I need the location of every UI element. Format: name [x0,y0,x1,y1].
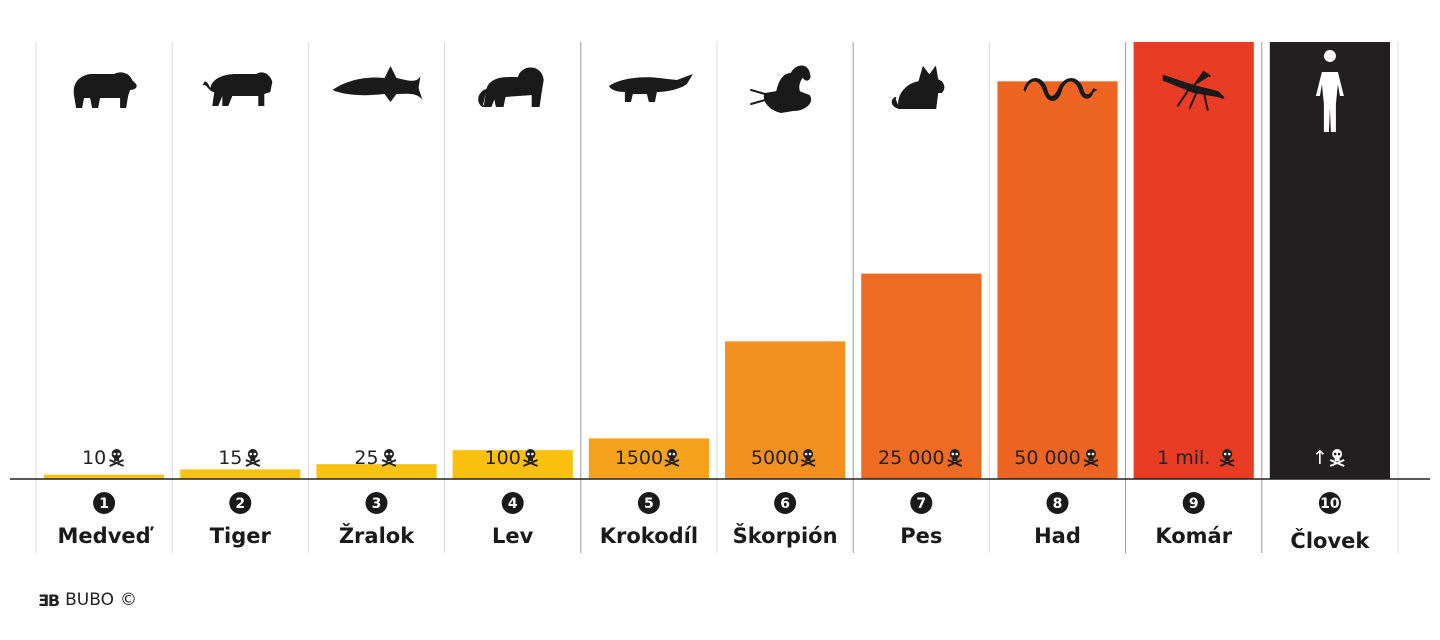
lion-icon [478,67,544,107]
rank-badge: 7 [910,492,933,514]
skull-crossbones-icon [1219,449,1235,467]
gridlines [35,42,1399,553]
rank-badge: 5 [637,492,660,514]
brand-name: BUBO [65,590,114,610]
bar [1269,42,1390,479]
value-label: 25 [354,447,378,469]
skull-crossbones-icon [523,449,538,467]
tiger-icon [202,72,273,107]
skull-crossbones-icon [381,449,397,467]
value-label: 1500 [615,447,663,469]
rank-number: 6 [780,496,790,512]
value-label: ↑ [1312,447,1328,469]
category-label: Had [1034,524,1081,548]
skull-crossbones-icon [1083,449,1099,467]
copyright-symbol: © [119,590,137,610]
category-label: Pes [900,524,942,548]
crocodile-icon [608,74,693,102]
category-label: Lev [492,524,534,548]
bar [44,474,165,479]
skull-crossbones-icon [245,449,261,467]
category-label: Krokodíl [600,524,698,548]
category-label: Žralok [339,523,415,548]
rank-badge: 1 [93,492,116,514]
bars [44,42,1390,479]
bar [1133,42,1254,479]
category-labels: Medveď Tiger Žralok Lev Krokodíl Škorpión Pes H… [58,523,1371,553]
rank-number: 1 [99,496,109,512]
rank-badge: 9 [1182,492,1205,514]
skull-crossbones-icon [664,449,680,467]
category-label: Medveď [58,524,155,548]
rank-number: 5 [644,496,654,512]
rank-number: 2 [235,496,245,512]
rank-badge: 10 [1318,492,1341,514]
rank-badges: 1 2 3 4 5 6 7 8 9 10 [93,492,1341,514]
brand-footer: ƎB BUBO © [38,590,137,610]
bar [180,469,301,479]
category-label: Tiger [210,524,272,548]
mosquito-icon [1162,70,1225,111]
scorpion-icon [750,65,812,114]
value-label: 25 000 [878,447,944,469]
skull-crossbones-icon [1329,449,1345,467]
rank-badge: 2 [229,492,252,514]
bubo-logo-icon: ƎB [38,590,60,610]
bear-icon [73,72,137,108]
category-label: Škorpión [733,523,838,548]
value-label: 5000 [751,447,799,469]
rank-number: 4 [508,496,518,512]
value-labels: 10 15 25 100 1500 5000 25 000 50 000 1 mil. ↑ [82,447,1345,469]
rank-number: 8 [1053,496,1063,512]
bar [316,464,437,479]
shark-icon [332,66,423,102]
value-label: 1 mil. [1157,447,1210,469]
value-label: 100 [485,447,521,469]
rank-badge: 4 [501,492,524,514]
value-label: 10 [82,447,106,469]
category-label: Komár [1155,524,1232,548]
rank-number: 10 [1320,496,1340,512]
value-label: 15 [218,447,242,469]
bar [725,341,846,479]
rank-number: 9 [1189,496,1199,512]
value-label: 50 000 [1014,447,1080,469]
rank-number: 3 [372,496,382,512]
bar [452,450,573,479]
bar [861,273,982,479]
human-icon [1315,50,1344,132]
bar [588,438,709,479]
snake-icon [1023,78,1098,101]
bar [997,81,1118,479]
animal-icons [73,50,1344,132]
rank-number: 7 [916,496,926,512]
skull-crossbones-icon [109,449,124,467]
skull-crossbones-icon [947,449,963,467]
dog-icon [891,65,945,109]
rank-badge: 8 [1046,492,1069,514]
rank-badge: 6 [774,492,797,514]
rank-badge: 3 [365,492,388,514]
category-label: Človek [1290,528,1370,553]
skull-crossbones-icon [800,449,816,467]
